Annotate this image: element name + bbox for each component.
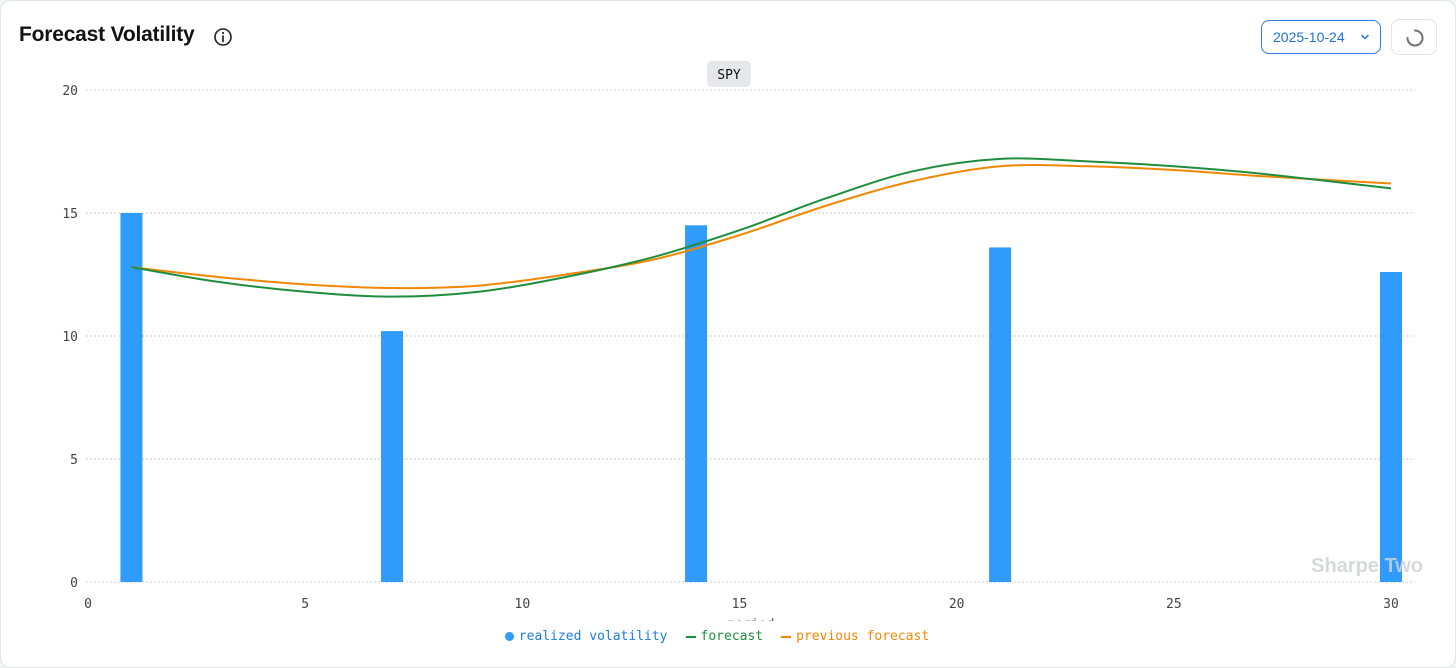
legend-swatch-previous-forecast — [781, 635, 792, 638]
legend-swatch-realized — [504, 632, 514, 641]
legend-swatch-forecast — [685, 635, 696, 638]
watermark-logo: Sharpe Two — [1311, 555, 1423, 577]
x-tick-label: 5 — [301, 597, 309, 612]
x-axis-label: period — [728, 617, 775, 621]
legend-label-previous-forecast: previous forecast — [796, 629, 930, 644]
legend-label-realized: realized volatility — [518, 629, 668, 644]
volatility-chart: 0 5 10 15 20 0 5 10 15 20 25 30 period SPY Sharpe Two — [62, 61, 1423, 621]
forecast-line — [131, 157, 1392, 298]
legend-item-forecast[interactable]: forecast — [685, 629, 764, 644]
x-tick-label: 0 — [84, 597, 92, 612]
legend-item-previous-forecast[interactable]: previous forecast — [781, 629, 929, 644]
y-tick-label: 15 — [62, 207, 78, 222]
y-tick-label: 5 — [70, 453, 78, 468]
x-tick-label: 25 — [1166, 597, 1182, 612]
chevron-down-icon — [1361, 34, 1369, 40]
card-title: Forecast Volatility — [19, 23, 195, 46]
date-select-value: 2025-10-24 — [1273, 29, 1345, 45]
chart-legend: realized volatility forecast previous fo… — [1, 629, 1433, 644]
refresh-button[interactable] — [1391, 19, 1437, 55]
info-icon[interactable] — [213, 27, 233, 47]
x-tick-label: 15 — [732, 597, 748, 612]
y-tick-label: 10 — [62, 330, 78, 345]
legend-label-forecast: forecast — [700, 629, 764, 644]
x-tick-label: 30 — [1383, 597, 1399, 612]
ticker-label: SPY — [717, 68, 741, 83]
realized-volatility-bar — [1380, 272, 1402, 582]
date-select[interactable]: 2025-10-24 — [1261, 20, 1381, 54]
x-tick-label: 20 — [949, 597, 965, 612]
ticker-badge — [707, 61, 751, 87]
realized-volatility-bar — [381, 331, 404, 582]
realized-volatility-bar — [120, 213, 143, 582]
legend-item-realized[interactable]: realized volatility — [504, 629, 668, 644]
realized-volatility-bar — [989, 247, 1012, 582]
y-tick-label: 0 — [70, 576, 78, 591]
x-tick-label: 10 — [515, 597, 531, 612]
previous-forecast-line — [131, 164, 1392, 290]
y-tick-label: 20 — [62, 84, 78, 99]
spinner-icon — [1406, 29, 1424, 47]
realized-volatility-bar — [685, 225, 708, 583]
